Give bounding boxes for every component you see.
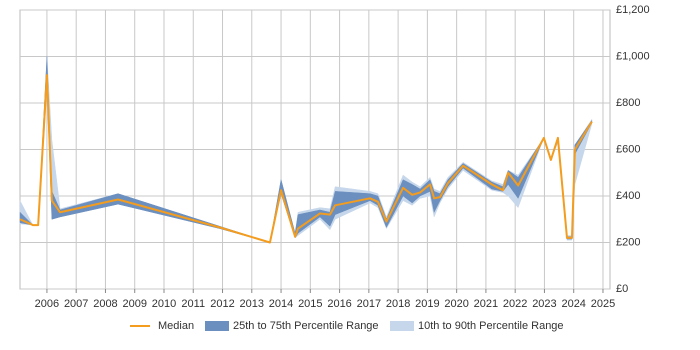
x-tick-label: 2017 (357, 298, 381, 310)
legend-label: 10th to 90th Percentile Range (418, 320, 564, 332)
x-tick-label: 2014 (269, 298, 293, 310)
legend-label: 25th to 75th Percentile Range (233, 320, 379, 332)
x-tick-label: 2025 (591, 298, 615, 310)
y-tick-label: £800 (616, 97, 640, 109)
y-tick-label: £200 (616, 236, 640, 248)
x-tick-label: 2008 (93, 298, 117, 310)
x-tick-label: 2023 (532, 298, 556, 310)
legend-label: Median (158, 320, 194, 332)
y-tick-label: £0 (616, 283, 628, 295)
percentile-band (19, 56, 593, 243)
legend-swatch (390, 321, 414, 331)
x-tick-label: 2010 (152, 298, 176, 310)
y-tick-label: £400 (616, 190, 640, 202)
x-tick-label: 2020 (444, 298, 468, 310)
y-tick-label: £1,000 (616, 50, 650, 62)
x-tick-label: 2009 (122, 298, 146, 310)
y-tick-label: £1,200 (616, 4, 650, 16)
legend-swatch (205, 321, 229, 331)
x-tick-label: 2024 (561, 298, 585, 310)
x-tick-label: 2012 (210, 298, 234, 310)
x-tick-label: 2021 (474, 298, 498, 310)
x-tick-label: 2016 (327, 298, 351, 310)
x-tick-label: 2019 (415, 298, 439, 310)
y-tick-label: £600 (616, 143, 640, 155)
x-tick-label: 2015 (298, 298, 322, 310)
x-tick-label: 2006 (35, 298, 59, 310)
x-tick-label: 2022 (503, 298, 527, 310)
x-tick-label: 2018 (386, 298, 410, 310)
x-tick-label: 2007 (64, 298, 88, 310)
median-line (19, 74, 593, 244)
x-tick-label: 2013 (240, 298, 264, 310)
x-tick-label: 2011 (181, 298, 205, 310)
